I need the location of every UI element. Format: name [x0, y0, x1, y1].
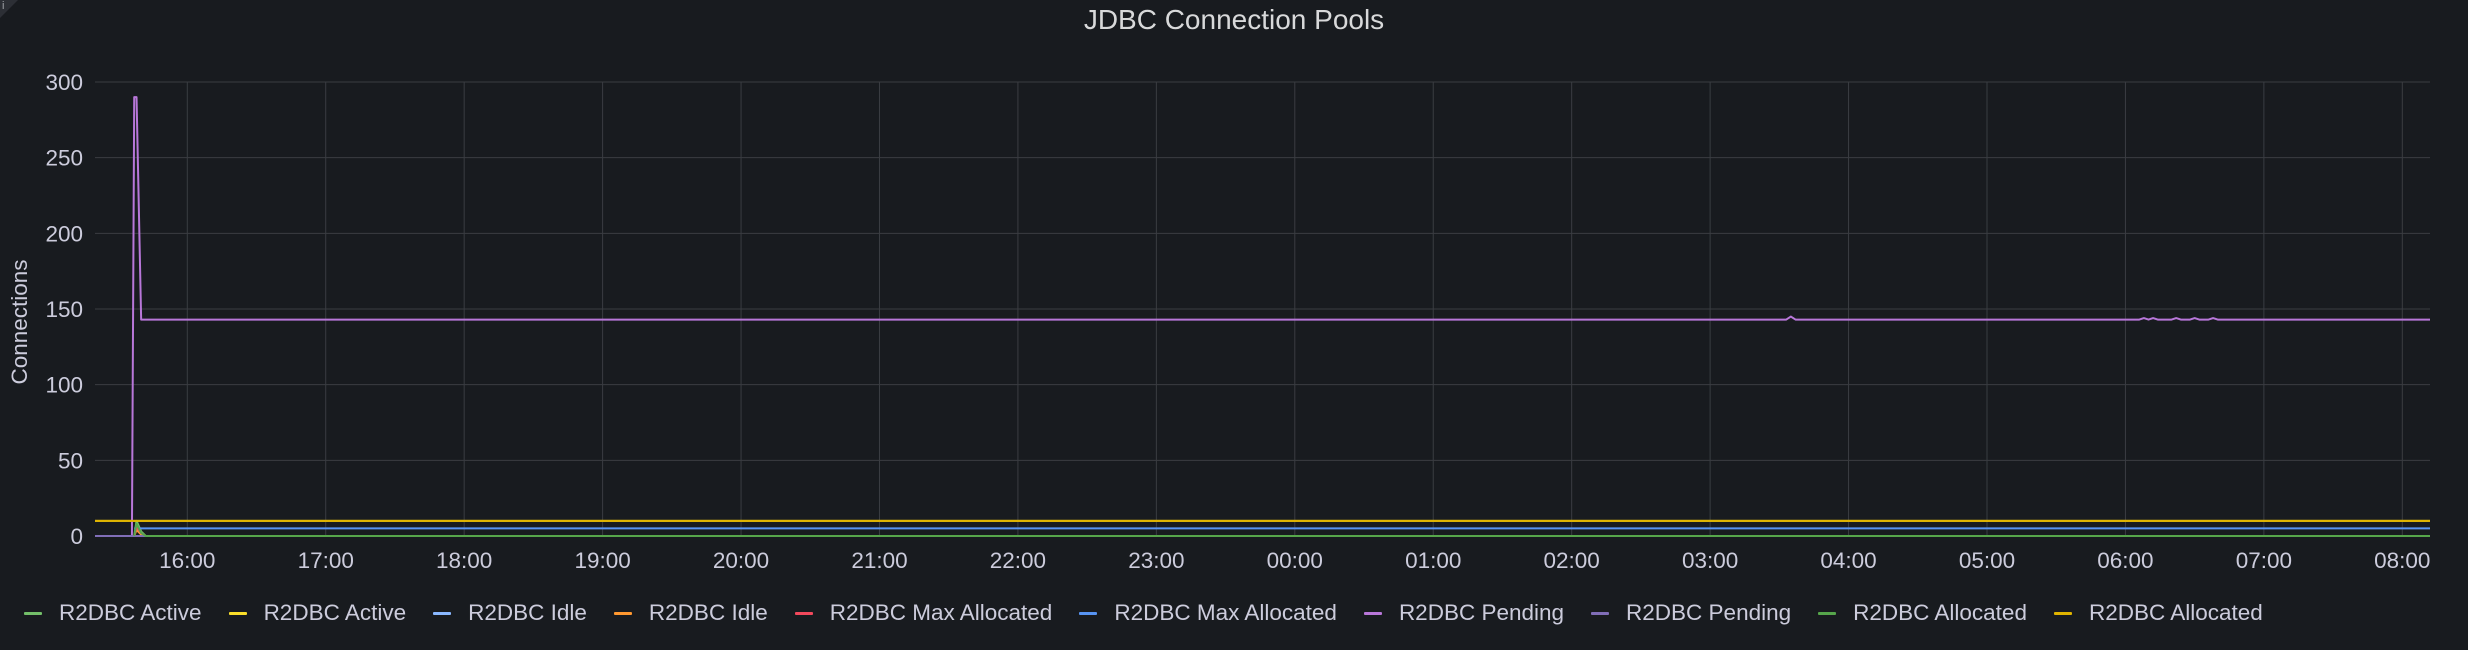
- legend-label: R2DBC Pending: [1626, 600, 1792, 625]
- x-tick-label: 00:00: [1267, 548, 1323, 573]
- legend-swatch: [228, 611, 247, 615]
- x-tick-label: 06:00: [2097, 548, 2153, 573]
- y-tick-label: 250: [45, 146, 83, 171]
- chart-title: JDBC Connection Pools: [1083, 4, 1385, 35]
- y-tick-label: 0: [70, 524, 83, 549]
- legend-label: R2DBC Idle: [468, 600, 587, 625]
- y-axis-ticks: 0 50 100 150 200 250 300: [45, 70, 83, 549]
- x-tick-label: 21:00: [851, 548, 907, 573]
- y-tick-label: 300: [45, 70, 83, 95]
- legend-item[interactable]: R2DBC Active: [24, 600, 202, 626]
- legend-item[interactable]: R2DBC Allocated: [2053, 600, 2263, 626]
- x-tick-label: 01:00: [1405, 548, 1461, 573]
- legend-label: R2DBC Max Allocated: [1114, 600, 1337, 625]
- legend-swatch: [1363, 611, 1382, 615]
- y-axis-label: Connections: [7, 259, 32, 384]
- legend-swatch: [2053, 611, 2072, 615]
- legend-item[interactable]: R2DBC Idle: [433, 600, 587, 626]
- legend-label: R2DBC Active: [263, 600, 407, 625]
- legend: R2DBC Active R2DBC Active R2DBC Idle R2DBC …: [24, 598, 2290, 628]
- legend-swatch: [1079, 611, 1098, 615]
- x-tick-label: 07:00: [2236, 548, 2292, 573]
- x-tick-label: 04:00: [1820, 548, 1876, 573]
- x-tick-label: 17:00: [298, 548, 354, 573]
- legend-item[interactable]: R2DBC Pending: [1363, 600, 1565, 626]
- y-tick-label: 200: [45, 221, 83, 246]
- legend-label: R2DBC Max Allocated: [829, 600, 1053, 625]
- legend-item[interactable]: R2DBC Active: [228, 600, 407, 626]
- x-tick-label: 02:00: [1544, 548, 1600, 573]
- legend-item[interactable]: R2DBC Max Allocated: [1079, 600, 1337, 626]
- x-tick-label: 18:00: [436, 548, 492, 573]
- legend-label: R2DBC Idle: [648, 600, 768, 625]
- series-line-6[interactable]: [130, 96, 2430, 537]
- legend-item[interactable]: R2DBC Idle: [613, 600, 768, 626]
- x-tick-label: 20:00: [713, 548, 769, 573]
- info-icon[interactable]: i: [0, 0, 18, 18]
- x-tick-label: 22:00: [990, 548, 1046, 573]
- grid: [95, 81, 2430, 537]
- x-tick-label: 08:00: [2374, 548, 2430, 573]
- legend-swatch: [433, 611, 452, 615]
- legend-label: R2DBC Allocated: [2088, 600, 2263, 625]
- legend-swatch: [613, 611, 632, 615]
- x-tick-label: 16:00: [159, 548, 215, 573]
- legend-swatch: [24, 611, 42, 615]
- x-tick-label: 19:00: [574, 548, 630, 573]
- x-tick-label: 23:00: [1128, 548, 1184, 573]
- x-axis-ticks: 16:00 17:00 18:00 19:00 20:00 21:00 22:00 23:00…: [159, 548, 2430, 573]
- legend-swatch: [1591, 611, 1610, 615]
- legend-label: R2DBC Allocated: [1853, 600, 2027, 625]
- legend-swatch: [794, 611, 813, 615]
- legend-label: R2DBC Pending: [1398, 600, 1565, 625]
- x-tick-label: 05:00: [1959, 548, 2015, 573]
- legend-swatch: [1818, 611, 1837, 615]
- series-lines: [95, 96, 2430, 537]
- y-tick-label: 100: [45, 373, 83, 398]
- legend-item[interactable]: R2DBC Pending: [1591, 600, 1791, 626]
- legend-item[interactable]: R2DBC Allocated: [1818, 600, 2027, 626]
- legend-item[interactable]: R2DBC Max Allocated: [794, 600, 1053, 626]
- x-tick-label: 03:00: [1682, 548, 1738, 573]
- y-tick-label: 150: [45, 297, 83, 322]
- series-line-8[interactable]: [133, 522, 2430, 537]
- legend-label: R2DBC Active: [59, 600, 202, 625]
- y-tick-label: 50: [58, 448, 83, 473]
